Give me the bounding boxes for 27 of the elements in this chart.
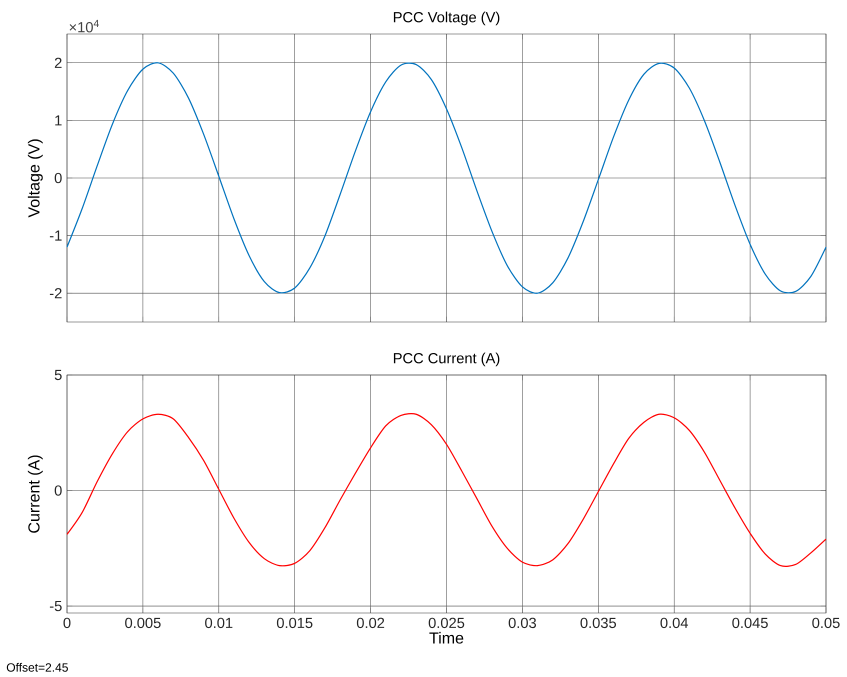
y-axis-title: Current (A)	[28, 455, 43, 533]
x-tick-label: 0.025	[428, 618, 464, 628]
y-tick-label: -1	[50, 230, 62, 241]
y-tick-label: 0	[54, 485, 62, 496]
text: Offset=2.45	[6, 662, 68, 672]
x-tick-label: 0	[63, 618, 70, 628]
x-tick-label: 0.005	[125, 618, 161, 628]
line-series	[66, 413, 827, 567]
y-tick-label: -5	[50, 600, 62, 612]
x-tick-label: 0.035	[580, 618, 616, 628]
x-tick-label: 0.03	[508, 618, 536, 628]
chart-title: PCC Current (A)	[394, 352, 500, 366]
y-tick-label: 0	[54, 172, 62, 184]
y-tick-label: 1	[55, 115, 62, 126]
x-tick-label: 0.015	[276, 618, 312, 628]
y-tick-label: 5	[54, 370, 62, 380]
x-axis-title: Time	[429, 632, 464, 644]
y-tick-label: -2	[50, 288, 62, 298]
chart-title: PCC Voltage (V)	[394, 12, 500, 26]
x-tick-label: 0.05	[812, 618, 840, 628]
y-tick-label: 2	[54, 58, 62, 68]
x-tick-label: 0.01	[205, 618, 232, 628]
y-axis-title: Voltage (V)	[28, 139, 43, 218]
x-tick-label: 0.02	[356, 618, 384, 628]
text: ×10$^{4}$	[70, 20, 99, 32]
x-tick-label: 0.04	[660, 618, 688, 628]
x-tick-label: 0.045	[732, 618, 768, 628]
